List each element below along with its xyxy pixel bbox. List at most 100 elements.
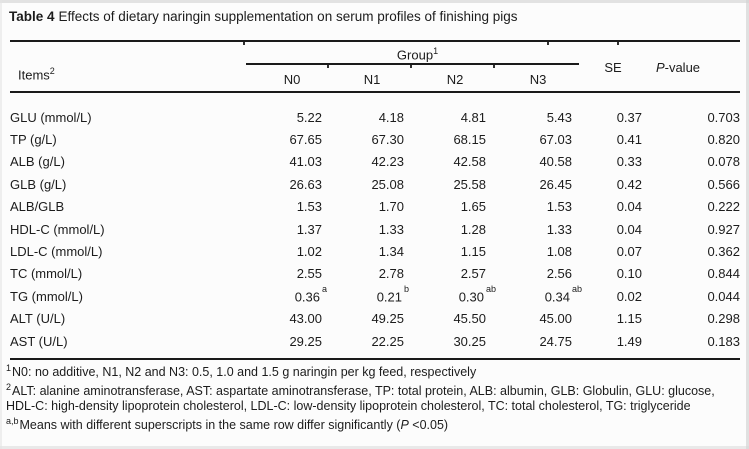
cell-item: ALB (g/L) bbox=[10, 154, 65, 170]
table-row: GLB (g/L) 26.63 25.08 25.58 26.45 0.42 0… bbox=[10, 173, 740, 195]
cell-value: 42.23 bbox=[371, 154, 404, 170]
col-header-n2: N2 bbox=[446, 72, 464, 87]
group-header: Group1 bbox=[246, 46, 579, 62]
cell-value: 41.03 bbox=[289, 154, 322, 170]
cell-item: ALB/GLB bbox=[10, 199, 65, 215]
column-tick bbox=[547, 42, 549, 45]
cell-value: 26.63 bbox=[289, 176, 322, 192]
rule-header-bottom bbox=[10, 91, 740, 93]
cell-pvalue: 0.820 bbox=[707, 132, 740, 148]
table-caption-number: Table 4 bbox=[9, 9, 55, 24]
footnote-2-superscript: 2 bbox=[6, 382, 12, 393]
cell-value: 26.45 bbox=[539, 176, 572, 192]
pvalue-rest: -value bbox=[664, 60, 701, 75]
footnotes: 1N0: no additive, N1, N2 and N3: 0.5, 1.… bbox=[6, 361, 718, 433]
cell-se: 1.15 bbox=[616, 311, 642, 327]
footnote-2-text: ALT: alanine aminotransferase, AST: aspa… bbox=[6, 384, 715, 414]
rule-table-top bbox=[10, 40, 740, 42]
col-header-pvalue: P-value bbox=[643, 60, 713, 75]
cell-value: 30.25 bbox=[453, 333, 486, 349]
col-header-n0: N0 bbox=[283, 72, 301, 87]
cell-value: 2.56 bbox=[546, 266, 572, 282]
cell-value: 40.58 bbox=[539, 154, 572, 170]
cell-item: AST (U/L) bbox=[10, 333, 68, 349]
scan-edge-top bbox=[0, 0, 749, 3]
group-header-label: Group bbox=[396, 47, 434, 63]
cell-se: 1.49 bbox=[616, 333, 642, 349]
cell-value: 0.34ab bbox=[544, 284, 583, 305]
cell-value: 45.00 bbox=[539, 311, 572, 327]
cell-se: 0.02 bbox=[616, 288, 642, 304]
column-tick bbox=[493, 65, 495, 68]
cell-value: 1.37 bbox=[296, 221, 322, 237]
items-header-label: Items bbox=[18, 67, 50, 83]
table-row: TC (mmol/L) 2.55 2.78 2.57 2.56 0.10 0.8… bbox=[10, 263, 740, 285]
cell-value: 5.43 bbox=[546, 109, 572, 125]
footnote-1-superscript: 1 bbox=[6, 363, 12, 373]
cell-value: 1.33 bbox=[546, 221, 572, 237]
cell-item: TG (mmol/L) bbox=[10, 288, 83, 304]
cell-se: 0.10 bbox=[616, 266, 642, 282]
footnote-3-italic-p: P bbox=[400, 418, 409, 433]
footnote-1-text: N0: no additive, N1, N2 and N3: 0.5, 1.0… bbox=[12, 365, 477, 380]
cell-se: 0.04 bbox=[616, 199, 642, 215]
group-header-superscript: 1 bbox=[433, 46, 439, 56]
cell-value: 1.33 bbox=[378, 221, 404, 237]
cell-value: 25.08 bbox=[371, 176, 404, 192]
cell-value: 1.34 bbox=[378, 244, 404, 260]
cell-value: 5.22 bbox=[296, 109, 322, 125]
cell-item: ALT (U/L) bbox=[10, 311, 66, 327]
pvalue-italic-p: P bbox=[655, 60, 665, 75]
scan-edge-left bbox=[0, 0, 2, 449]
cell-pvalue: 0.183 bbox=[707, 333, 740, 349]
table-row: ALT (U/L) 43.00 49.25 45.50 45.00 1.15 0… bbox=[10, 308, 740, 330]
cell-pvalue: 0.844 bbox=[707, 266, 740, 282]
cell-value: 29.25 bbox=[289, 333, 322, 349]
footnote-3-superscript: a,b bbox=[6, 416, 19, 427]
cell-value: 67.30 bbox=[371, 132, 404, 148]
footnote-3: a,bMeans with different superscripts in … bbox=[6, 414, 718, 433]
cell-item: GLU (mmol/L) bbox=[10, 109, 92, 125]
cell-item: HDL-C (mmol/L) bbox=[10, 221, 105, 237]
cell-value: 1.53 bbox=[296, 199, 322, 215]
table-row: ALB (g/L) 41.03 42.23 42.58 40.58 0.33 0… bbox=[10, 151, 740, 173]
cell-value: 68.15 bbox=[453, 132, 486, 148]
cell-item: LDL-C (mmol/L) bbox=[10, 244, 103, 260]
column-tick bbox=[617, 42, 619, 45]
cell-value: 2.78 bbox=[378, 266, 404, 282]
cell-value: 0.30ab bbox=[458, 284, 497, 305]
col-header-n3: N3 bbox=[529, 72, 547, 87]
cell-value: 25.58 bbox=[453, 176, 486, 192]
cell-se: 0.33 bbox=[616, 154, 642, 170]
table-row: GLU (mmol/L) 5.22 4.18 4.81 5.43 0.37 0.… bbox=[10, 106, 740, 128]
cell-se: 0.04 bbox=[616, 221, 642, 237]
cell-se: 0.07 bbox=[616, 244, 642, 260]
cell-value: 1.53 bbox=[546, 199, 572, 215]
table-row: LDL-C (mmol/L) 1.02 1.34 1.15 1.08 0.07 … bbox=[10, 240, 740, 262]
rule-above-footnotes bbox=[10, 358, 740, 360]
cell-value: 22.25 bbox=[371, 333, 404, 349]
cell-pvalue: 0.078 bbox=[707, 154, 740, 170]
cell-value: 1.08 bbox=[546, 244, 572, 260]
items-header: Items2 bbox=[18, 66, 55, 82]
footnote-2: 2ALT: alanine aminotransferase, AST: asp… bbox=[6, 380, 718, 414]
cell-value: 1.65 bbox=[460, 199, 486, 215]
cell-item: TC (mmol/L) bbox=[10, 266, 83, 282]
cell-value: 0.36a bbox=[294, 284, 328, 305]
cell-value: 42.58 bbox=[453, 154, 486, 170]
cell-value: 24.75 bbox=[539, 333, 572, 349]
table-caption-text: Effects of dietary naringin supplementat… bbox=[58, 9, 518, 24]
cell-item: GLB (g/L) bbox=[10, 176, 67, 192]
cell-value: 49.25 bbox=[371, 311, 404, 327]
cell-pvalue: 0.044 bbox=[707, 288, 740, 304]
col-header-n1: N1 bbox=[363, 72, 381, 87]
footnote-1: 1N0: no additive, N1, N2 and N3: 0.5, 1.… bbox=[6, 361, 718, 380]
column-tick bbox=[243, 42, 245, 45]
cell-value: 1.15 bbox=[460, 244, 486, 260]
cell-value: 1.28 bbox=[460, 221, 486, 237]
cell-value: 67.65 bbox=[289, 132, 322, 148]
cell-pvalue: 0.566 bbox=[707, 176, 740, 192]
cell-value: 45.50 bbox=[453, 311, 486, 327]
cell-value: 0.21b bbox=[376, 284, 410, 305]
